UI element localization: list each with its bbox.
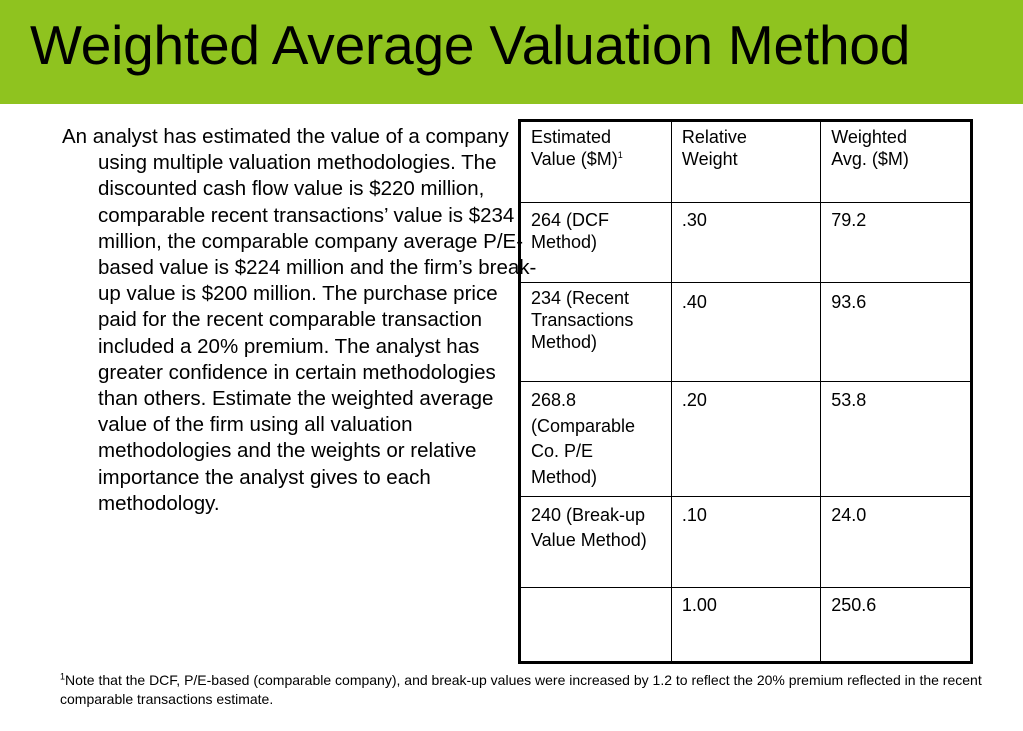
cell-value-line1: 234 (Recent <box>531 288 630 308</box>
cell-estimated-value: 240 (Break-up Value Method) <box>519 496 672 588</box>
cell-total-weight: 1.00 <box>670 587 822 663</box>
valuation-table: Estimated Value ($M)1 Relative Weight We… <box>518 119 973 664</box>
header-estimated-value: Estimated Value ($M)1 <box>519 120 672 203</box>
cell-value-line2: Transactions <box>531 310 634 330</box>
footnote: 1Note that the DCF, P/E-based (comparabl… <box>60 671 995 709</box>
header-relative-line2: Weight <box>681 149 738 169</box>
header-estimated-line1: Estimated <box>531 127 612 147</box>
cell-estimated-value: 264 (DCF Method) <box>519 202 672 283</box>
title-bar: Weighted Average Valuation Method <box>0 0 1023 104</box>
header-estimated-line2: Value ($M) <box>531 149 618 169</box>
cell-estimated-value: 268.8 (Comparable Co. P/E Method) <box>519 381 672 497</box>
header-weighted-line1: Weighted <box>831 127 907 147</box>
header-weighted-avg: Weighted Avg. ($M) <box>820 120 972 203</box>
table-row: 268.8 (Comparable Co. P/E Method) .20 53… <box>519 381 972 497</box>
header-weighted-line2: Avg. ($M) <box>831 149 909 169</box>
table-total-row: 1.00 250.6 <box>519 587 972 663</box>
footnote-text: Note that the DCF, P/E-based (comparable… <box>60 672 982 707</box>
cell-estimated-value-empty <box>519 587 672 663</box>
table-row: 240 (Break-up Value Method) .10 24.0 <box>519 496 972 588</box>
cell-estimated-value: 234 (Recent Transactions Method) <box>519 282 672 382</box>
header-relative-line1: Relative <box>681 127 747 147</box>
header-relative-weight: Relative Weight <box>670 120 822 203</box>
cell-weighted-avg: 24.0 <box>820 496 972 588</box>
footnote-ref-marker: 1 <box>617 150 623 160</box>
cell-relative-weight: .30 <box>670 202 822 283</box>
cell-total-weighted-avg: 250.6 <box>820 587 972 663</box>
slide-title: Weighted Average Valuation Method <box>30 14 911 76</box>
table-header-row: Estimated Value ($M)1 Relative Weight We… <box>519 120 972 203</box>
problem-statement: An analyst has estimated the value of a … <box>62 125 537 515</box>
cell-weighted-avg: 93.6 <box>820 282 972 382</box>
footnote-marker: 1 <box>60 671 66 682</box>
cell-relative-weight: .20 <box>670 381 822 497</box>
cell-relative-weight: .10 <box>670 496 822 588</box>
table-row: 264 (DCF Method) .30 79.2 <box>519 202 972 283</box>
cell-relative-weight: .40 <box>670 282 822 382</box>
cell-weighted-avg: 53.8 <box>820 381 972 497</box>
cell-weighted-avg: 79.2 <box>820 202 972 283</box>
cell-value-line3: Method) <box>531 332 598 352</box>
table-row: 234 (Recent Transactions Method) .40 93.… <box>519 282 972 382</box>
